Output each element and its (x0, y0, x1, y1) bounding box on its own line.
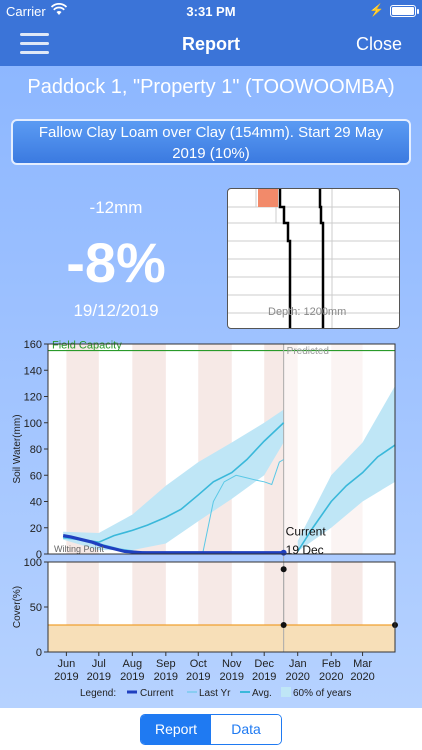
page-title: Report (182, 34, 240, 54)
current-date-label: 19 Dec (286, 543, 324, 557)
y-tick-label: 100 (24, 418, 42, 430)
paddock-title: Paddock 1, "Property 1" (TOOWOOMBA) (27, 76, 395, 98)
nav-bar: Report Close (0, 22, 422, 66)
close-button[interactable]: Close (355, 34, 402, 54)
profile-depth-label: Depth: 1200mm (268, 306, 346, 318)
series-current (62, 534, 284, 555)
band-60pct (63, 409, 284, 551)
soil-water-frame (47, 343, 396, 555)
cover-tick-label: 0 (36, 647, 42, 659)
legend-band: 60% of years (293, 688, 351, 699)
y-tick-label: 0 (36, 549, 42, 561)
series-avg (63, 422, 285, 544)
predicted-label: Predicted (287, 346, 329, 357)
crop-line-1: Fallow Clay Loam over Clay (154mm). Star… (38, 124, 384, 141)
x-tick-year: 2020 (350, 671, 374, 683)
x-tick-month: Dec (254, 658, 274, 670)
band-60pct (297, 386, 395, 552)
month-shade (66, 344, 99, 554)
soil-profile-panel[interactable]: Depth: 1200mm (227, 188, 400, 329)
profile-capacity-line (318, 189, 325, 328)
cover-point (280, 566, 287, 573)
legend-current: Current (140, 688, 174, 699)
tab-data[interactable]: Data (211, 715, 281, 744)
x-tick-month: Jan (289, 658, 307, 670)
x-tick-month: Nov (222, 658, 242, 670)
x-tick-year: 2020 (319, 671, 343, 683)
crop-line-2: 2019 (10%) (172, 145, 250, 162)
x-tick-year: 2020 (285, 671, 309, 683)
y-tick-label: 160 (24, 339, 42, 351)
x-tick-year: 2019 (252, 671, 276, 683)
profile-wet-layer (258, 189, 278, 207)
clock: 3:31 PM (186, 4, 236, 19)
x-tick-month: Aug (123, 658, 143, 670)
wilting-point-label: Wilting Point (54, 544, 105, 554)
x-tick-month: Jun (58, 658, 76, 670)
x-tick-month: Jul (92, 658, 106, 670)
soil-water-mm: -12mm (89, 198, 143, 217)
legend-title: Legend: (80, 688, 116, 699)
view-segmented-control: Report Data (140, 714, 282, 745)
cover-tick-label: 100 (24, 557, 42, 569)
y-tick-label: 80 (30, 444, 42, 456)
legend-swatch-band (281, 687, 291, 697)
tab-report[interactable]: Report (141, 715, 211, 744)
status-bar: Carrier 3:31 PM ⚡ (0, 0, 422, 22)
carrier-label: Carrier (6, 4, 46, 19)
cover-axis-label: Cover(%) (12, 586, 23, 628)
y-tick-label: 140 (24, 365, 42, 377)
cover-tick-label: 50 (30, 602, 42, 614)
wifi-icon (50, 3, 68, 19)
crop-details-button[interactable]: Fallow Clay Loam over Clay (154mm). Star… (11, 119, 411, 165)
y-tick-label: 60 (30, 470, 42, 482)
x-tick-month: Sep (156, 658, 176, 670)
legend-avg: Avg. (252, 688, 272, 699)
x-tick-year: 2019 (186, 671, 210, 683)
y-axis-label: Soil Water(mm) (12, 414, 23, 483)
x-tick-year: 2019 (87, 671, 111, 683)
x-tick-year: 2019 (120, 671, 144, 683)
series-avg (297, 444, 396, 552)
cover-frame (47, 561, 396, 653)
y-tick-label: 20 (30, 523, 42, 535)
field-capacity-label: Field Capacity (52, 340, 122, 352)
charging-icon: ⚡ (369, 3, 384, 17)
y-tick-label: 120 (24, 392, 42, 404)
y-tick-label: 40 (30, 497, 42, 509)
x-tick-year: 2019 (154, 671, 178, 683)
soil-water-percent: -8% (66, 231, 166, 294)
x-tick-year: 2019 (54, 671, 78, 683)
legend-last-year: Last Yr (199, 688, 231, 699)
cover-point (280, 622, 287, 628)
x-tick-month: Oct (190, 658, 207, 670)
current-label: Current (286, 525, 327, 539)
chart-svg: 0 20 40 60 80 100 120 140 160 Field Capacity Predi… (12, 339, 398, 699)
report-date: 19/12/2019 (73, 301, 159, 320)
battery-icon (390, 5, 419, 17)
x-tick-month: Mar (353, 658, 372, 670)
x-tick-month: Feb (322, 658, 341, 670)
cover-fill (48, 625, 395, 652)
soil-water-chart: 0 20 40 60 80 100 120 140 160 Field Capacity Predi… (0, 274, 422, 699)
soil-profile-graphic: Depth: 1200mm (228, 189, 399, 328)
x-tick-year: 2019 (220, 671, 244, 683)
menu-icon[interactable] (20, 33, 49, 55)
profile-current-line (278, 189, 292, 328)
